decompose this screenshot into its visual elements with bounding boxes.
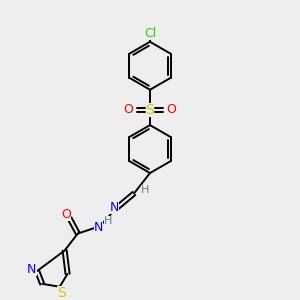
Text: O: O <box>123 103 133 116</box>
Text: H: H <box>141 185 149 195</box>
Text: N: N <box>94 221 103 234</box>
Text: S: S <box>146 103 154 117</box>
Text: N: N <box>110 201 119 214</box>
Text: S: S <box>57 286 65 300</box>
Text: O: O <box>61 208 71 221</box>
Text: H: H <box>104 216 113 226</box>
Text: O: O <box>167 103 177 116</box>
Text: N: N <box>27 263 37 276</box>
Text: Cl: Cl <box>144 27 156 40</box>
